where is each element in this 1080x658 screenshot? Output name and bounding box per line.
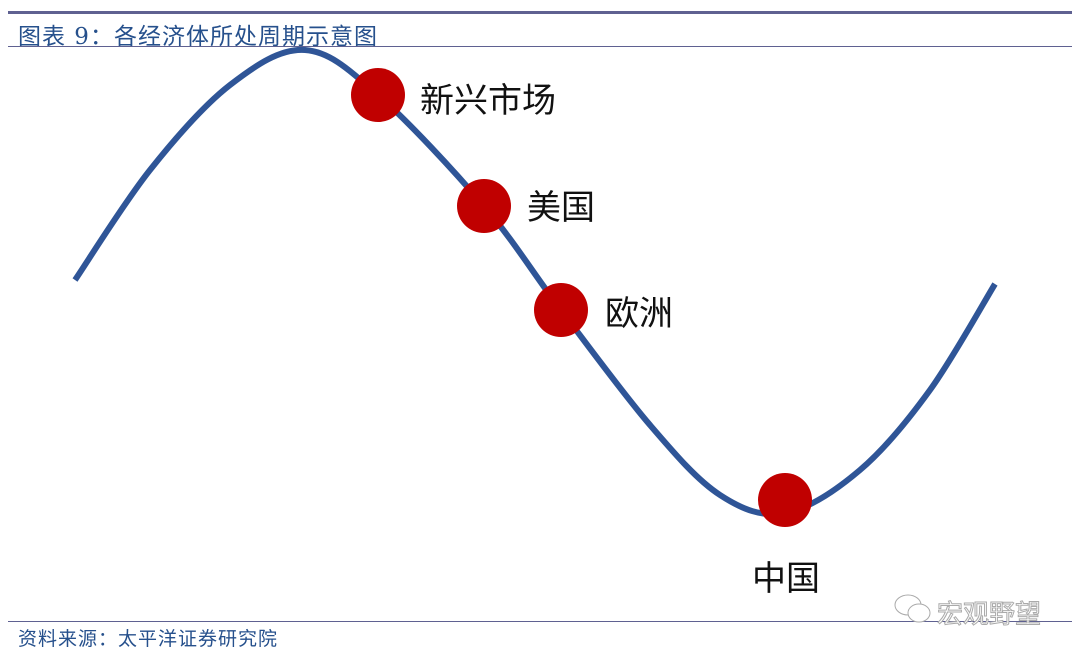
top-rule [8,11,1072,14]
dot-europe [534,283,588,337]
label-china: 中国 [752,559,820,599]
dot-china [758,473,812,527]
figure-title: 图表 9：各经济体所处周期示意图 [18,24,378,50]
wechat-icon [893,592,933,633]
dot-usa [457,179,511,233]
watermark: 宏观野望 [893,592,1042,633]
label-emerging-markets: 新兴市场 [420,81,556,121]
label-usa: 美国 [527,188,595,228]
source-note: 资料来源：太平洋证券研究院 [18,628,279,650]
watermark-text: 宏观野望 [936,600,1042,631]
dot-emerging-markets [351,68,405,122]
bottom-rule [8,621,1072,622]
label-europe: 欧洲 [605,294,673,334]
title-underline [8,46,1072,47]
